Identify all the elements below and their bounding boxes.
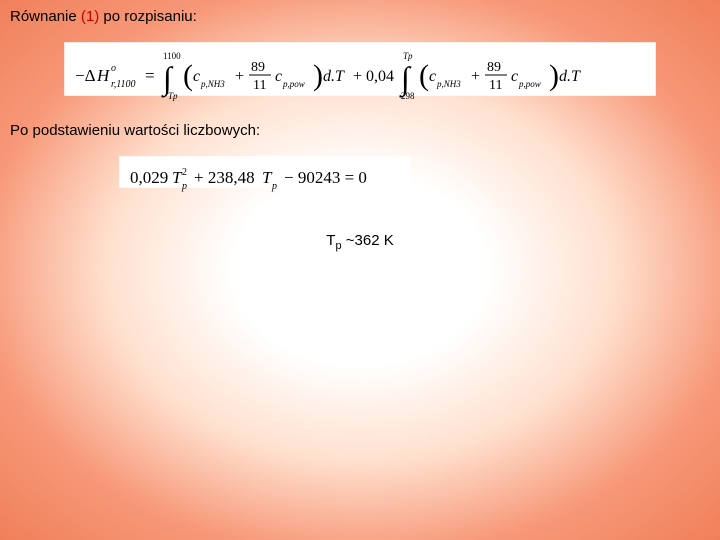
- heading-2: Po podstawieniu wartości liczbowych:: [10, 122, 710, 139]
- svg-text:p,pow: p,pow: [518, 79, 541, 89]
- svg-text:p: p: [271, 181, 277, 192]
- result-value: ~362 K: [342, 232, 394, 249]
- heading-1: Równanie (1) po rozpisaniu:: [10, 8, 710, 25]
- svg-text:r,1100: r,1100: [111, 79, 136, 90]
- heading-1-suffix: po rozpisaniu:: [99, 8, 197, 25]
- svg-text:): ): [313, 59, 323, 92]
- svg-text:11: 11: [253, 78, 266, 93]
- svg-text:+: +: [471, 68, 480, 85]
- equation-ref: (1): [81, 8, 99, 25]
- svg-text:Tp: Tp: [403, 51, 413, 61]
- svg-text:0,029: 0,029: [130, 168, 168, 187]
- svg-text:(: (: [183, 59, 193, 92]
- svg-text:− 90243 = 0: − 90243 = 0: [284, 168, 367, 187]
- heading-1-prefix: Równanie: [10, 8, 81, 25]
- svg-text:p,NH3: p,NH3: [436, 79, 461, 89]
- equation-1-svg: −Δ H o r,1100 = ∫ 1100 Tp ( c p,NH3 + 89…: [75, 49, 645, 101]
- svg-text:11: 11: [489, 78, 502, 93]
- svg-text:d.T: d.T: [323, 68, 345, 85]
- svg-text:): ): [549, 59, 559, 92]
- svg-text:c: c: [429, 68, 436, 85]
- svg-text:298: 298: [401, 91, 415, 101]
- svg-text:c: c: [193, 68, 200, 85]
- svg-text:89: 89: [487, 60, 501, 75]
- equation-1: −Δ H o r,1100 = ∫ 1100 Tp ( c p,NH3 + 89…: [65, 43, 655, 95]
- svg-text:+ 0,04: + 0,04: [353, 68, 394, 85]
- svg-text:=: =: [145, 66, 155, 85]
- svg-text:c: c: [275, 68, 282, 85]
- svg-text:Tp: Tp: [168, 91, 178, 101]
- svg-text:−Δ: −Δ: [75, 66, 96, 85]
- svg-text:p: p: [181, 181, 187, 192]
- equation-2-svg: 0,029 T 2 p + 238,48 T p − 90243 = 0: [130, 163, 400, 193]
- svg-text:1100: 1100: [163, 51, 181, 61]
- svg-text:+: +: [235, 68, 244, 85]
- svg-text:2: 2: [182, 167, 187, 178]
- svg-text:+ 238,48: + 238,48: [194, 168, 255, 187]
- svg-text:c: c: [511, 68, 518, 85]
- svg-text:89: 89: [251, 60, 265, 75]
- result-line: Tp ~362 K: [10, 232, 710, 252]
- svg-text:d.T: d.T: [559, 68, 581, 85]
- equation-2: 0,029 T 2 p + 238,48 T p − 90243 = 0: [120, 157, 410, 187]
- svg-text:p,NH3: p,NH3: [200, 79, 225, 89]
- svg-text:(: (: [419, 59, 429, 92]
- svg-text:p,pow: p,pow: [282, 79, 305, 89]
- svg-text:o: o: [111, 63, 116, 74]
- svg-text:H: H: [96, 66, 111, 85]
